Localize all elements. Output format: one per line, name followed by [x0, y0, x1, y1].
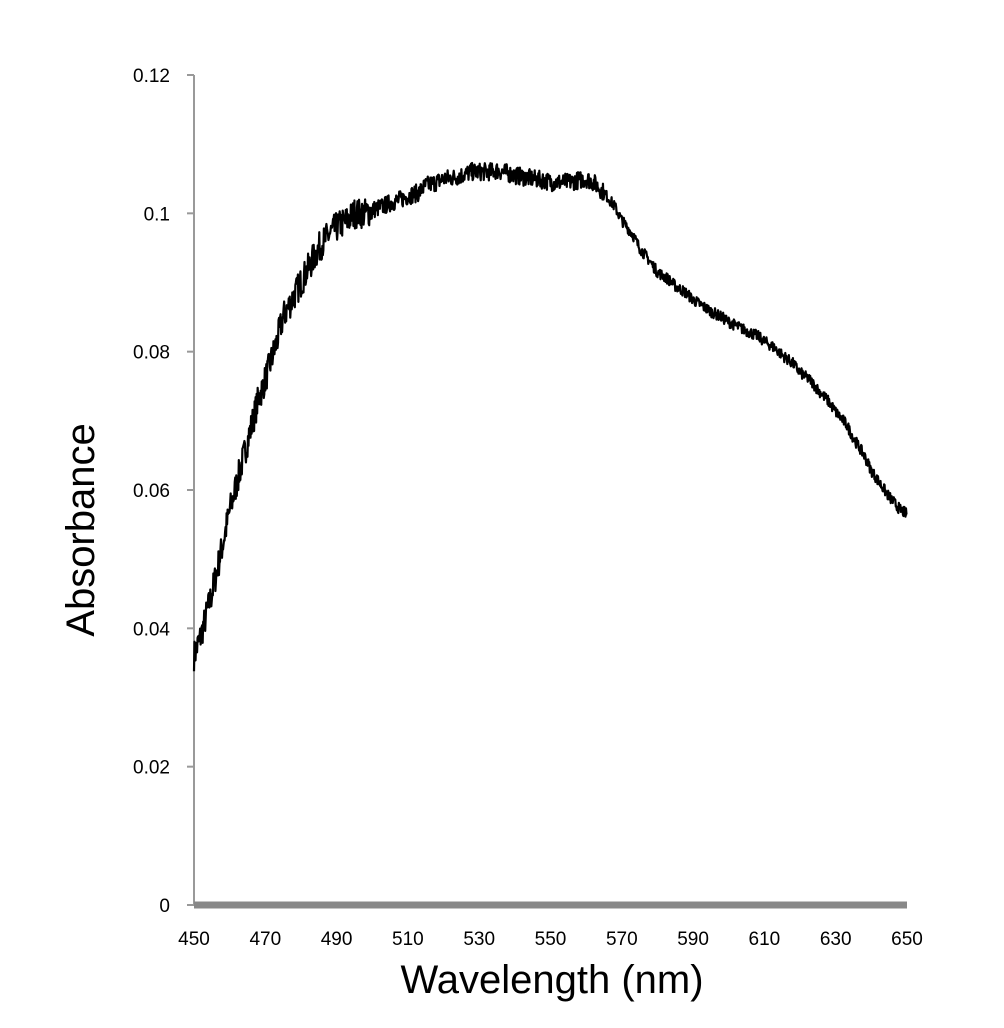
y-axis-title: Absorbance — [59, 423, 103, 636]
y-tick-label: 0.1 — [144, 204, 170, 225]
x-tick-label: 590 — [677, 929, 709, 950]
y-tick-label: 0.12 — [133, 66, 170, 87]
x-tick-label: 450 — [178, 929, 210, 950]
y-tick-label: 0.06 — [133, 481, 170, 502]
x-tick-label: 650 — [891, 929, 923, 950]
x-tick-label: 530 — [463, 929, 495, 950]
y-tick-label: 0.08 — [133, 343, 170, 364]
x-tick-label: 510 — [392, 929, 424, 950]
x-tick-label: 490 — [321, 929, 353, 950]
series-line-absorbance — [192, 161, 908, 672]
x-tick-label: 470 — [249, 929, 281, 950]
y-tick-label: 0.02 — [133, 758, 170, 779]
x-tick-label: 550 — [535, 929, 567, 950]
x-axis-ticks: 450 470 490 510 530 550 570 590 610 630 650 — [178, 929, 923, 950]
x-tick-label: 570 — [606, 929, 638, 950]
y-tick-label: 0 — [159, 896, 170, 917]
x-tick-label: 610 — [749, 929, 781, 950]
y-axis-ticks: 0 0.02 0.04 0.06 0.08 0.1 0.12 — [133, 66, 194, 917]
y-tick-label: 0.04 — [133, 619, 170, 640]
x-tick-label: 630 — [820, 929, 852, 950]
x-axis-title: Wavelength (nm) — [400, 958, 703, 1002]
